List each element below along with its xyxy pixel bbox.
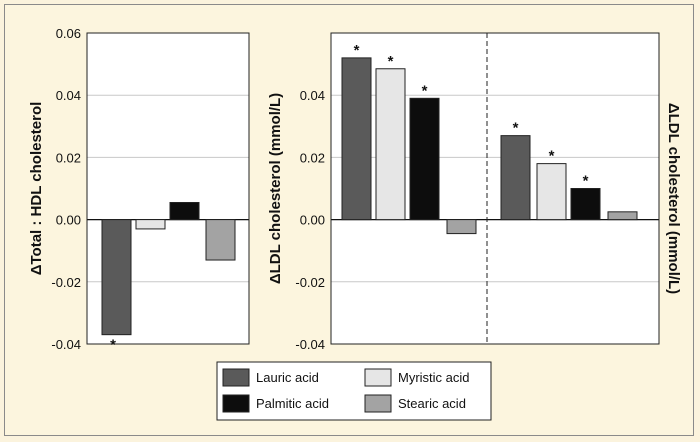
bar-total-hdl-stearic [205, 219, 236, 261]
legend-label-palmitic: Palmitic acid [256, 396, 329, 411]
bar-ldl-left-palmitic [409, 97, 440, 221]
bar-total-hdl-palmitic [169, 201, 200, 221]
bar-total-hdl-myristic [135, 219, 166, 230]
chart-figure: * * * * * * * -0.04 -0.02 0.00 0.02 0.04 0.06 -0.04 -0… [28, 26, 682, 421]
legend-swatch-stearic [364, 394, 392, 413]
significance-star-ldl-left-myristic: * [388, 53, 394, 70]
legend-box [216, 361, 492, 421]
y-axis-label-ldl-right: ΔLDL cholesterol (mmol/L) [665, 103, 682, 294]
y-tick-label-ldl: -0.02 [295, 275, 325, 290]
legend-label-myristic: Myristic acid [398, 370, 470, 385]
bar-ldl-right-palmitic [570, 188, 601, 221]
axis-frame-total-hdl [86, 32, 250, 345]
bar-ldl-left-myristic [375, 68, 406, 221]
legend-swatch-lauric [222, 368, 250, 387]
y-tick-label-total-hdl: 0.02 [56, 150, 81, 165]
significance-star-total-hdl-lauric: * [110, 337, 116, 354]
legend-swatch-palmitic [222, 394, 250, 413]
significance-star-ldl-left-palmitic: * [422, 82, 428, 99]
bar-ldl-right-myristic [536, 163, 567, 221]
y-tick-label-total-hdl: -0.02 [51, 275, 81, 290]
significance-star-ldl-left-lauric: * [354, 42, 360, 59]
legend-label-stearic: Stearic acid [398, 396, 466, 411]
bar-ldl-right-stearic [607, 211, 638, 221]
y-tick-label-ldl: -0.04 [295, 337, 325, 352]
bar-ldl-left-lauric [341, 57, 372, 221]
y-tick-label-total-hdl: 0.04 [56, 88, 81, 103]
bar-ldl-right-lauric [500, 135, 531, 221]
y-tick-label-ldl: 0.04 [300, 88, 325, 103]
significance-star-ldl-right-palmitic: * [583, 173, 589, 190]
significance-star-ldl-right-myristic: * [549, 148, 555, 165]
y-axis-label-total-hdl: ΔTotal : HDL cholesterol [28, 102, 45, 276]
y-tick-label-total-hdl: 0.00 [56, 213, 81, 228]
figure-panel: * * * * * * * -0.04 -0.02 0.00 0.02 0.04 0.06 -0.04 -0… [4, 4, 694, 436]
y-tick-label-ldl: 0.02 [300, 150, 325, 165]
legend-label-lauric: Lauric acid [256, 370, 319, 385]
bar-total-hdl-lauric [101, 219, 132, 336]
y-tick-label-total-hdl: 0.06 [56, 26, 81, 41]
bar-ldl-left-stearic [446, 219, 477, 235]
y-tick-label-ldl: 0.00 [300, 213, 325, 228]
y-tick-label-total-hdl: -0.04 [51, 337, 81, 352]
axis-frame-ldl [330, 32, 660, 345]
significance-star-ldl-right-lauric: * [513, 120, 519, 137]
y-axis-label-ldl-left: ΔLDL cholesterol (mmol/L) [267, 93, 284, 284]
legend-swatch-myristic [364, 368, 392, 387]
